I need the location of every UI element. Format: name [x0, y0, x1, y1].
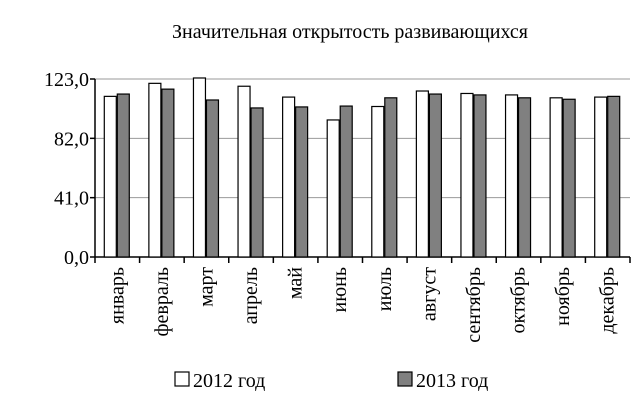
y-tick-label: 0,0 — [64, 247, 89, 269]
bar — [282, 96, 296, 258]
bar — [594, 96, 608, 258]
x-tick-label: январь — [106, 267, 128, 324]
bar — [428, 93, 442, 258]
x-tick-label: ноябрь — [552, 267, 574, 326]
y-tick-label: 82,0 — [54, 128, 89, 150]
x-tick-label: май — [285, 267, 307, 299]
bar — [192, 77, 207, 258]
bar — [116, 93, 130, 258]
bar — [205, 99, 220, 258]
bar — [339, 105, 353, 258]
bar — [517, 97, 532, 258]
x-tick-label: март — [195, 267, 217, 307]
bar — [473, 94, 487, 258]
chart-title: Значительная открытость развивающихся — [172, 21, 528, 43]
x-tick-label: апрель — [240, 267, 262, 324]
bar — [504, 94, 519, 258]
y-tick-label: 123,0 — [44, 69, 89, 91]
bar — [607, 95, 621, 258]
bar — [415, 90, 429, 258]
legend-label: 2012 год — [193, 370, 265, 392]
legend-swatch — [174, 371, 190, 387]
x-tick-label: июль — [374, 267, 396, 311]
legend-label: 2013 год — [416, 370, 488, 392]
x-tick-label: февраль — [151, 267, 173, 336]
x-tick-label: июнь — [329, 267, 351, 312]
bar — [460, 92, 474, 258]
bar — [237, 85, 251, 258]
legend-swatch — [397, 371, 413, 387]
bar — [103, 95, 117, 258]
x-tick-label: октябрь — [508, 267, 530, 333]
bar — [562, 98, 576, 258]
bar — [326, 119, 340, 258]
x-tick-label: декабрь — [597, 267, 619, 334]
y-tick-label: 41,0 — [54, 188, 89, 210]
bar — [148, 82, 162, 258]
bar — [384, 97, 398, 258]
bar — [250, 107, 264, 258]
bar — [549, 97, 563, 258]
x-tick-label: сентябрь — [463, 267, 485, 343]
bar — [371, 105, 385, 258]
bar — [295, 106, 309, 258]
x-tick-label: август — [418, 267, 440, 321]
bar — [161, 88, 175, 258]
